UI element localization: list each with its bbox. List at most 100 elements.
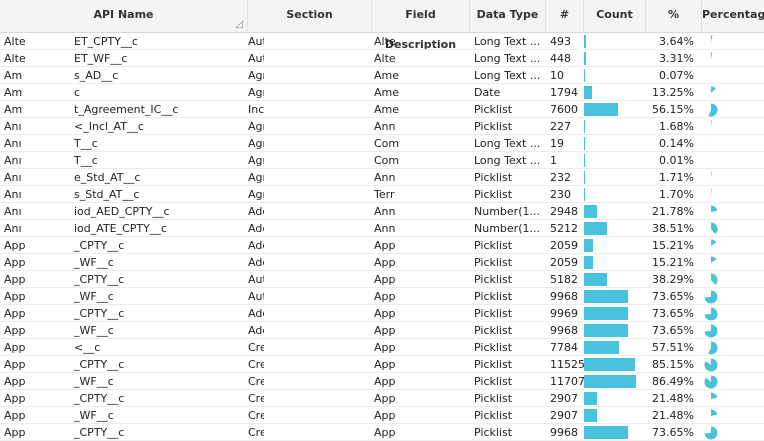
count-bar — [584, 324, 628, 337]
percent-cell: 73.65% — [652, 307, 694, 320]
table-row[interactable]: Anı T__c Agr Com Long Text ... 1 0.01% — [0, 152, 764, 169]
pie-slice — [704, 307, 718, 321]
field-description-cell: App — [374, 409, 396, 422]
api-name-prefix: Anı — [4, 154, 22, 167]
column-header-percentage[interactable]: Percentage — [702, 0, 764, 32]
column-header-count[interactable]: Count — [584, 0, 646, 32]
column-header-percent[interactable]: % — [646, 0, 702, 32]
table-row[interactable]: Alte ET_WF__c Aut Alte Long Text ... 448 3.31% — [0, 50, 764, 67]
percent-cell: 1.70% — [659, 188, 694, 201]
section-cell: Aut — [248, 52, 264, 65]
field-description-cell: Ann — [374, 222, 396, 235]
column-header-data-type[interactable]: Data Type — [470, 0, 546, 32]
number-cell: 10 — [550, 69, 564, 82]
number-cell: 2059 — [550, 239, 578, 252]
table-row[interactable]: Am s_AD__c Agr Ame Long Text ... 10 0.07% — [0, 67, 764, 84]
number-cell: 227 — [550, 120, 571, 133]
table-row[interactable]: App <__c Cre App Picklist 7784 57.51% — [0, 339, 764, 356]
data-type-cell: Picklist — [474, 290, 513, 303]
api-name-suffix: s_Std_AT__c — [74, 188, 140, 201]
api-name-prefix: Anı — [4, 171, 22, 184]
data-type-cell: Picklist — [474, 341, 513, 354]
table-row[interactable]: App _CPTY__c Cre App Picklist 11525 85.15% — [0, 356, 764, 373]
number-cell: 493 — [550, 35, 571, 48]
table-row[interactable]: App _CPTY__c Cre App Picklist 2907 21.48% — [0, 390, 764, 407]
count-bar — [584, 35, 586, 48]
field-description-cell: Ame — [374, 69, 400, 82]
column-header-field-description[interactable]: Field Description — [372, 0, 470, 51]
percentage-pie — [711, 52, 713, 59]
field-description-cell: App — [374, 239, 396, 252]
count-bar — [584, 409, 597, 422]
section-header-label: Section — [286, 8, 333, 21]
percentage-pie — [711, 188, 712, 195]
column-header-api-name[interactable]: API Name ◿ — [0, 0, 248, 32]
table-row[interactable]: App _CPTY__c Adc App Picklist 2059 15.21% — [0, 237, 764, 254]
count-bar — [584, 256, 593, 269]
percent-cell: 38.51% — [652, 222, 694, 235]
data-type-cell: Long Text ... — [474, 35, 541, 48]
table-row[interactable]: Anı e_Std_AT__c Agr Ann Picklist 232 1.71% — [0, 169, 764, 186]
percent-header-label: % — [667, 8, 680, 21]
api-name-suffix: _WF__c — [74, 256, 114, 269]
section-cell: Adc — [248, 239, 264, 252]
api-name-header-label: API Name — [93, 8, 154, 21]
data-type-cell: Date — [474, 86, 501, 99]
percentage-pie — [704, 426, 718, 440]
pie-slice — [711, 239, 717, 246]
number-cell: 448 — [550, 52, 571, 65]
count-bar — [584, 375, 636, 388]
table-row[interactable]: App _WF__c Cre App Picklist 11707 86.49% — [0, 373, 764, 390]
percentage-pie — [711, 392, 718, 399]
table-row[interactable]: Am t_Agreement_IC__c Inc Ame Picklist 7600 56.… — [0, 101, 764, 118]
field-description-cell: App — [374, 307, 396, 320]
number-cell: 2948 — [550, 205, 578, 218]
field-description-cell: App — [374, 256, 396, 269]
pie-slice — [708, 341, 718, 355]
table-row[interactable]: Anı s_Std_AT__c Agr Terr Picklist 230 1.70% — [0, 186, 764, 203]
table-row[interactable]: Anı <_Incl_AT__c Agr Ann Picklist 227 1.68% — [0, 118, 764, 135]
api-name-prefix: App — [4, 409, 26, 422]
count-bar — [584, 103, 618, 116]
data-type-cell: Picklist — [474, 239, 513, 252]
field-description-cell: Com — [374, 137, 400, 150]
section-cell: Aut — [248, 273, 264, 286]
count-bar — [584, 426, 628, 439]
api-name-suffix: T__c — [74, 137, 98, 150]
count-bar — [584, 222, 607, 235]
table-row[interactable]: App _WF__c Adc App Picklist 2059 15.21% — [0, 254, 764, 271]
table-row[interactable]: Alte ET_CPTY__c Aut Alte Long Text ... 493 3.6… — [0, 33, 764, 50]
table-row[interactable]: Anı T__c Agr Com Long Text ... 19 0.14% — [0, 135, 764, 152]
table-row[interactable]: Am c Agr Ame Date 1794 13.25% — [0, 84, 764, 101]
table-row[interactable]: App _CPTY__c Cre App Picklist 9968 73.65% — [0, 424, 764, 441]
table-row[interactable]: App _WF__c Cre App Picklist 2907 21.48% — [0, 407, 764, 424]
field-description-cell: Alte — [374, 52, 396, 65]
table-row[interactable]: App _WF__c Adc App Picklist 9968 73.65% — [0, 322, 764, 339]
percent-cell: 3.64% — [659, 35, 694, 48]
table-row[interactable]: App _CPTY__c Adc App Picklist 9969 73.65% — [0, 305, 764, 322]
number-cell: 9969 — [550, 307, 578, 320]
column-header-section[interactable]: Section — [248, 0, 372, 32]
table-row[interactable]: App _CPTY__c Aut App Picklist 5182 38.29% — [0, 271, 764, 288]
table-row[interactable]: Anı iod_ATE_CPTY__c Adc Ann Number(1... 5212 3… — [0, 220, 764, 237]
table-row[interactable]: App _WF__c Aut App Picklist 9968 73.65% — [0, 288, 764, 305]
api-name-prefix: App — [4, 358, 26, 371]
pie-slice — [711, 171, 712, 178]
count-bar — [584, 205, 597, 218]
column-header-number[interactable]: # — [546, 0, 584, 32]
api-name-prefix: Anı — [4, 120, 22, 133]
percent-cell: 0.14% — [659, 137, 694, 150]
table-row[interactable]: Anı iod_AED_CPTY__c Adc Ann Number(1... 2948 2… — [0, 203, 764, 220]
number-cell: 232 — [550, 171, 571, 184]
api-name-prefix: App — [4, 341, 26, 354]
percent-cell: 1.71% — [659, 171, 694, 184]
count-bar — [584, 171, 585, 184]
percentage-pie — [711, 120, 712, 127]
count-header-label: Count — [596, 8, 633, 21]
pie-slice — [711, 205, 718, 212]
api-name-prefix: App — [4, 239, 26, 252]
field-description-cell: Ann — [374, 120, 396, 133]
sort-icon[interactable]: ◿ — [235, 19, 243, 30]
pie-slice — [711, 35, 713, 42]
percentage-pie — [704, 307, 718, 321]
